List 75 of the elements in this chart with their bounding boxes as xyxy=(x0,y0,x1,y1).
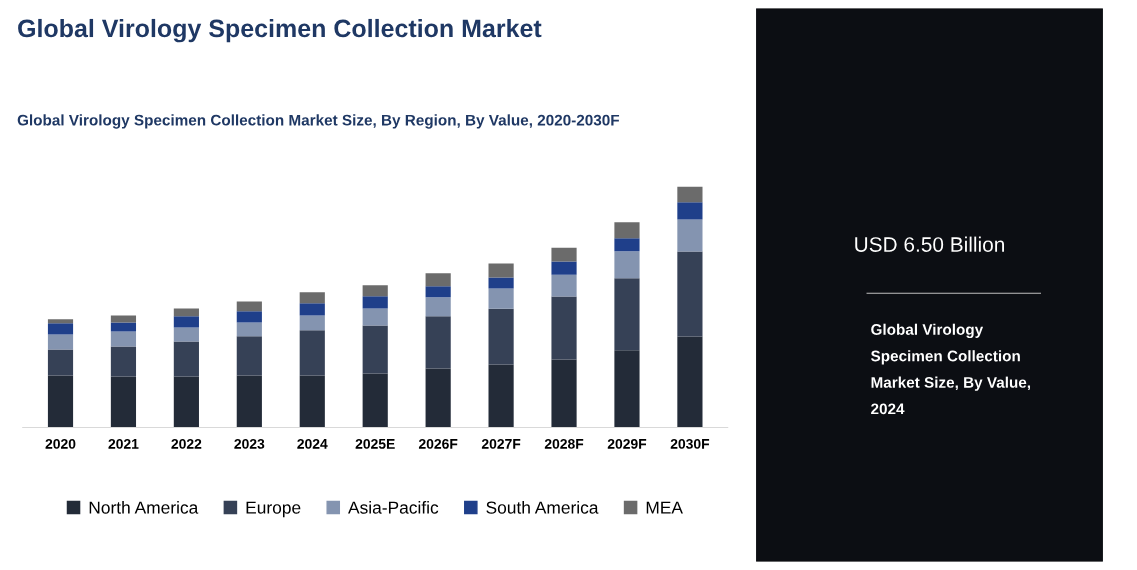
legend-label: South America xyxy=(486,500,599,514)
bar xyxy=(362,308,388,326)
bar xyxy=(362,325,388,374)
bar xyxy=(614,251,640,279)
bar xyxy=(236,336,262,376)
legend-label: MEA xyxy=(646,501,683,514)
x-tick-label: 2029F xyxy=(607,438,647,449)
legend-label: Europe xyxy=(246,501,301,518)
bar xyxy=(551,247,577,262)
x-tick-label: 2022 xyxy=(171,438,202,449)
text: USD 6.50 Billion xyxy=(855,236,1004,252)
x-tick-label: 2025E xyxy=(355,438,395,449)
bar xyxy=(173,316,199,328)
bar xyxy=(110,376,137,428)
x-tick-label: 2027F xyxy=(481,438,521,449)
bar xyxy=(551,261,577,275)
bar xyxy=(614,350,640,428)
bar xyxy=(236,301,262,312)
bar xyxy=(488,364,514,428)
bar xyxy=(236,322,262,337)
bar xyxy=(677,336,703,428)
bar xyxy=(488,277,514,289)
bar xyxy=(47,323,74,335)
bar xyxy=(614,222,640,239)
bar xyxy=(425,286,451,298)
bar xyxy=(173,341,199,377)
bar xyxy=(488,308,514,365)
bar xyxy=(299,330,325,376)
bar xyxy=(551,296,577,360)
bar xyxy=(173,308,199,317)
bar xyxy=(236,311,262,323)
bar xyxy=(425,368,451,428)
bar xyxy=(425,316,451,369)
bar xyxy=(110,315,137,323)
bar xyxy=(677,202,703,220)
bar xyxy=(425,297,451,317)
bar xyxy=(551,359,577,428)
bar xyxy=(362,285,388,297)
legend-label: Asia-Pacific xyxy=(348,500,439,514)
bar xyxy=(362,373,388,428)
bar xyxy=(47,319,74,324)
bar xyxy=(110,346,137,377)
bar xyxy=(614,278,640,351)
bar xyxy=(614,238,640,252)
x-tick-label: 2026F xyxy=(418,438,458,449)
x-tick-label: 2028F xyxy=(544,438,584,449)
x-tick-label: 2020 xyxy=(45,438,76,449)
chart-subtitle: Global Virology Specimen Collection Market Size, By Region, By Value, 2020-2030F xyxy=(17,114,620,129)
bar xyxy=(110,331,137,347)
text: Global Virology Specimen Collection Market Size, By Value, 2024 xyxy=(870,323,1031,415)
bar xyxy=(47,334,74,350)
bar xyxy=(236,375,262,428)
x-tick-label: 2024 xyxy=(297,438,328,449)
bar xyxy=(488,288,514,309)
x-tick-label: 2030F xyxy=(670,438,710,449)
bar xyxy=(299,292,325,304)
bar xyxy=(551,274,577,297)
bar xyxy=(488,263,514,278)
bar xyxy=(173,327,199,342)
bar xyxy=(47,349,74,376)
bar xyxy=(299,303,325,316)
bar xyxy=(110,322,137,332)
legend-label: North America xyxy=(89,500,199,514)
bar xyxy=(299,375,325,428)
x-tick-label: 2021 xyxy=(108,438,139,449)
bar xyxy=(677,219,703,252)
bar xyxy=(173,376,199,428)
chart-title: Global Virology Specimen Collection Market xyxy=(18,18,542,43)
bar xyxy=(677,186,703,203)
bar xyxy=(299,315,325,331)
x-tick-label: 2023 xyxy=(234,438,265,449)
bar xyxy=(677,251,703,337)
bar xyxy=(425,273,451,287)
bar xyxy=(47,375,74,428)
bar xyxy=(362,296,388,309)
